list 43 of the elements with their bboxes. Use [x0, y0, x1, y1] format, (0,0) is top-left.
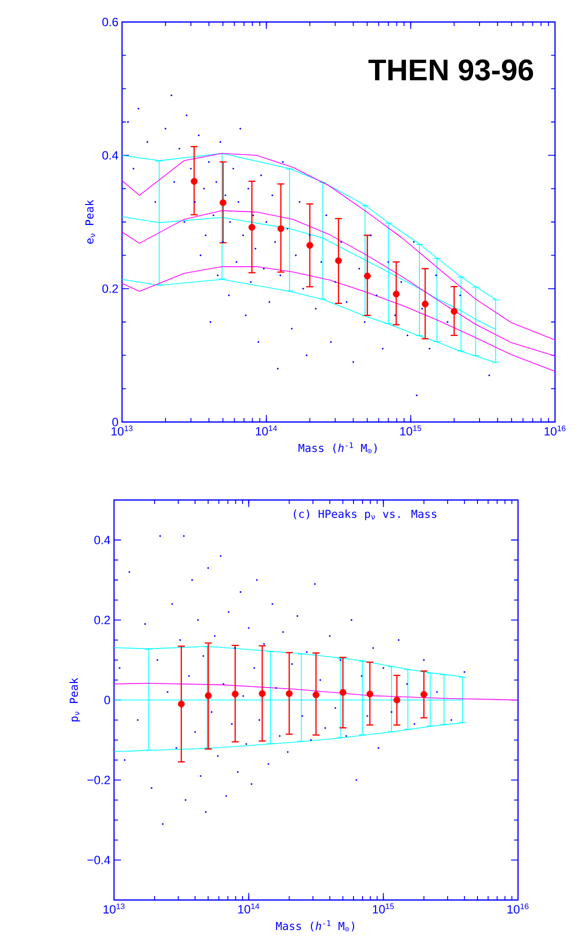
- x-axis-title: Mass (h$^{-1}$ M$_{⊙}$): [276, 920, 354, 932]
- text: (c) HPeaks p$_{ν}$ vs. Mass: [294, 510, 436, 520]
- x-tick-label: 10$^{13}$: [112, 426, 133, 436]
- point: [277, 225, 284, 232]
- point: [220, 199, 226, 206]
- x-tick-label: 10$^{14}$: [256, 426, 277, 436]
- point: [340, 689, 346, 696]
- y-tick-label: 0.6: [102, 18, 118, 26]
- point: [248, 224, 256, 231]
- x-tick-label: 10$^{16}$: [544, 426, 566, 436]
- y-tick-label: 0.2: [94, 616, 110, 624]
- point: [258, 690, 266, 697]
- point: [364, 272, 371, 280]
- y-tick-label: −0.2: [87, 776, 110, 784]
- point: [204, 692, 212, 699]
- y-tick-label: 0: [104, 696, 110, 704]
- y-axis-title: p$_{ν}$ Peak: [69, 678, 80, 722]
- point: [312, 691, 320, 698]
- x-tick-label: 10$^{15}$: [400, 426, 422, 436]
- point: [178, 700, 185, 708]
- y-tick-label: 0: [112, 418, 118, 426]
- point: [286, 690, 293, 697]
- point: [366, 690, 374, 698]
- point: [392, 290, 400, 298]
- x-tick-label: 10$^{16}$: [508, 904, 529, 914]
- point: [232, 690, 239, 698]
- point: [420, 691, 428, 698]
- point: [306, 242, 314, 249]
- y-tick-label: −0.4: [87, 856, 110, 864]
- point: [393, 696, 400, 704]
- y-tick-label: 0.2: [102, 284, 118, 293]
- x-tick-label: 10$^{14}$: [238, 904, 260, 914]
- x-tick-label: 10$^{13}$: [104, 904, 124, 914]
- point: [422, 300, 429, 308]
- y-tick-label: 0.4: [102, 151, 118, 160]
- point: [190, 178, 198, 185]
- y-tick-label: 0.4: [94, 536, 110, 544]
- y-axis-title: e$_{ν}$ Peak: [85, 200, 96, 244]
- text: THEN 93-96: [368, 59, 534, 81]
- point: [450, 308, 458, 315]
- x-axis-title: Mass (h$^{-1}$ M$_{⊙}$): [298, 442, 377, 454]
- point: [335, 257, 342, 264]
- x-tick-label: 10$^{15}$: [372, 904, 394, 914]
